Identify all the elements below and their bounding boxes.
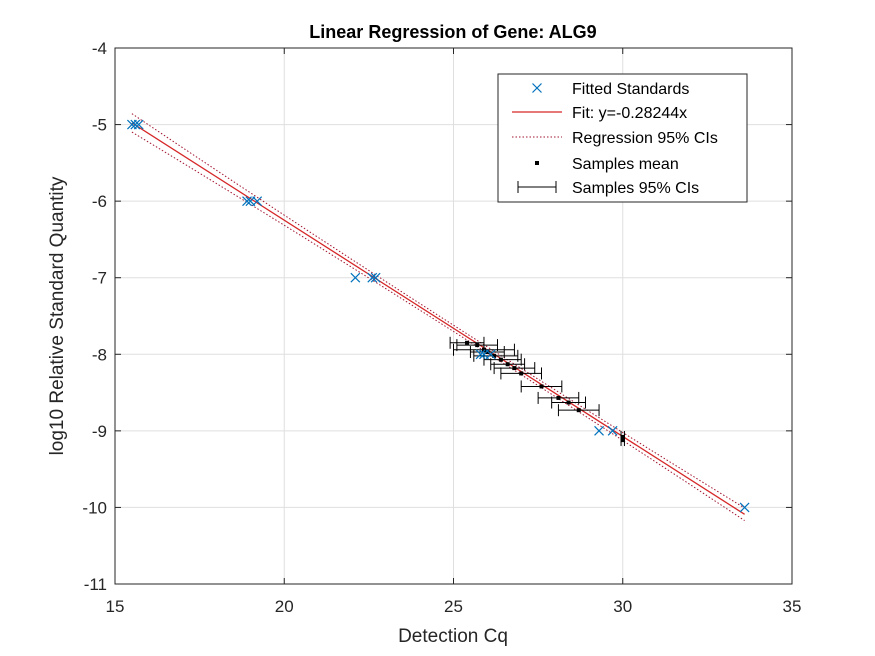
x-tick-label: 30	[613, 597, 632, 616]
y-tick-label: -11	[84, 575, 107, 594]
fit-line-group	[131, 122, 745, 515]
cross-stroke-b	[367, 272, 378, 283]
y-axis-ticks: -11 -10 -9 -8 -7 -6 -5 -4	[82, 39, 792, 594]
x-tick-label: 35	[783, 597, 802, 616]
cross-stroke-b	[607, 425, 618, 436]
sample-mean-marker	[481, 347, 486, 352]
y-tick-label: -5	[92, 116, 107, 135]
legend-symbols	[512, 83, 562, 193]
cross-stroke-b	[370, 272, 381, 283]
x-tick-label: 20	[275, 597, 294, 616]
x-tick-label: 15	[106, 597, 125, 616]
y-tick-label: -7	[92, 269, 107, 288]
sample-point	[449, 336, 485, 349]
standard-point	[252, 196, 263, 207]
standards-group	[127, 119, 750, 513]
cross-stroke-b	[594, 425, 604, 436]
standard-point	[370, 272, 381, 283]
sample-point	[500, 367, 543, 380]
standard-point	[242, 196, 252, 207]
chart-title: Linear Regression of Gene: ALG9	[309, 22, 596, 42]
cross-stroke-b	[242, 196, 252, 207]
sample-point	[537, 391, 580, 404]
sample-point	[456, 339, 499, 352]
sample-point	[483, 353, 522, 366]
cross-stroke-b	[532, 83, 542, 93]
regression-ci-band	[131, 113, 745, 522]
standard-point	[594, 425, 604, 436]
y-tick-label: -4	[92, 39, 107, 58]
sample-point	[520, 380, 563, 393]
standard-point	[367, 272, 378, 283]
y-tick-label: -9	[92, 422, 107, 441]
standard-point	[350, 272, 361, 283]
sample-mean-marker	[519, 371, 524, 376]
sample-mean-marker	[539, 384, 544, 389]
standard-point	[475, 349, 486, 360]
sample-mean-marker	[475, 343, 480, 348]
cross-stroke-b	[739, 502, 750, 513]
samples-group	[449, 336, 625, 447]
standard-point	[130, 119, 141, 130]
legend-label-mean: Samples mean	[572, 156, 679, 173]
sample-mean-marker	[576, 408, 581, 413]
ci-upper-line	[131, 113, 745, 509]
ci-lower-line	[131, 131, 745, 522]
x-axis-ticks: 15 20 25 30 35	[106, 48, 802, 616]
legend-label-fit: Fit: y=-0.28244x	[572, 105, 687, 122]
y-tick-label: -6	[92, 192, 107, 211]
cross-stroke-b	[133, 119, 144, 130]
y-tick-label: -8	[92, 345, 107, 364]
standard-point	[133, 119, 144, 130]
legend-label-sample-ci: Samples 95% CIs	[572, 180, 699, 197]
sample-point	[551, 396, 587, 409]
fit-line	[131, 122, 745, 515]
sample-mean-marker	[620, 434, 625, 439]
sample-mean-marker	[556, 395, 561, 400]
legend-label-ci: Regression 95% CIs	[572, 130, 718, 147]
legend-label-standards: Fitted Standards	[572, 81, 689, 98]
sample-mean-marker	[566, 400, 571, 405]
sample-mean-marker	[485, 349, 490, 354]
legend: Fitted Standards Fit: y=-0.28244x Regres…	[497, 73, 748, 203]
cross-stroke-b	[475, 349, 486, 360]
sample-point	[557, 404, 600, 417]
cross-stroke-b	[350, 272, 361, 283]
legend-symbol-sample-ci	[517, 181, 557, 193]
y-axis-label: log10 Relative Standard Quantity	[47, 176, 68, 455]
sample-mean-marker	[512, 366, 517, 371]
standard-point	[485, 349, 496, 360]
y-tick-label: -10	[82, 498, 107, 517]
sample-point	[620, 434, 625, 447]
sample-mean-marker	[465, 340, 470, 345]
cross-stroke-b	[485, 349, 496, 360]
legend-symbol-mean	[535, 161, 539, 165]
sample-mean-marker	[492, 353, 497, 358]
x-tick-label: 25	[444, 597, 463, 616]
legend-symbol-standards	[532, 83, 542, 93]
standard-point	[739, 502, 750, 513]
cross-stroke-b	[252, 196, 263, 207]
sample-mean-marker	[620, 438, 625, 443]
cross-stroke-b	[130, 119, 141, 130]
sample-mean-marker	[498, 357, 503, 362]
x-axis-label: Detection Cq	[398, 626, 508, 647]
standard-point	[607, 425, 618, 436]
legend-box	[497, 73, 748, 203]
sample-mean-marker	[505, 362, 510, 367]
